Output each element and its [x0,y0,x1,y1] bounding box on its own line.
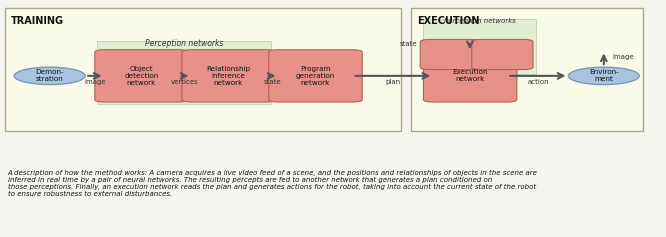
Text: vertices: vertices [171,79,199,85]
FancyBboxPatch shape [424,19,536,74]
FancyBboxPatch shape [410,8,643,131]
Circle shape [568,67,639,85]
Text: state: state [263,79,281,85]
Text: Execution
network: Execution network [452,69,488,82]
Text: Demon-
stration: Demon- stration [35,69,64,82]
FancyBboxPatch shape [182,50,275,102]
FancyBboxPatch shape [95,50,188,102]
Text: plan: plan [385,79,400,85]
Text: EXECUTION: EXECUTION [417,16,480,26]
Text: TRAINING: TRAINING [11,16,64,26]
FancyBboxPatch shape [424,50,517,102]
Text: Environ-
ment: Environ- ment [589,69,619,82]
Text: Perception networks: Perception networks [145,39,223,48]
Text: action: action [527,79,549,85]
Circle shape [14,67,85,85]
FancyBboxPatch shape [5,8,401,131]
Text: state: state [400,41,417,47]
Text: Program
generation
network: Program generation network [296,66,335,86]
Text: Relationship
inference
network: Relationship inference network [206,66,250,86]
Text: A description of how the method works: A camera acquires a live video feed of a : A description of how the method works: A… [8,170,537,197]
FancyBboxPatch shape [420,39,482,69]
Text: image: image [84,79,106,85]
FancyBboxPatch shape [472,39,533,69]
Text: Perception networks: Perception networks [444,18,515,24]
FancyBboxPatch shape [269,50,362,102]
Text: Object
detection
network: Object detection network [125,66,159,86]
Text: image: image [612,54,634,60]
FancyBboxPatch shape [97,41,270,105]
